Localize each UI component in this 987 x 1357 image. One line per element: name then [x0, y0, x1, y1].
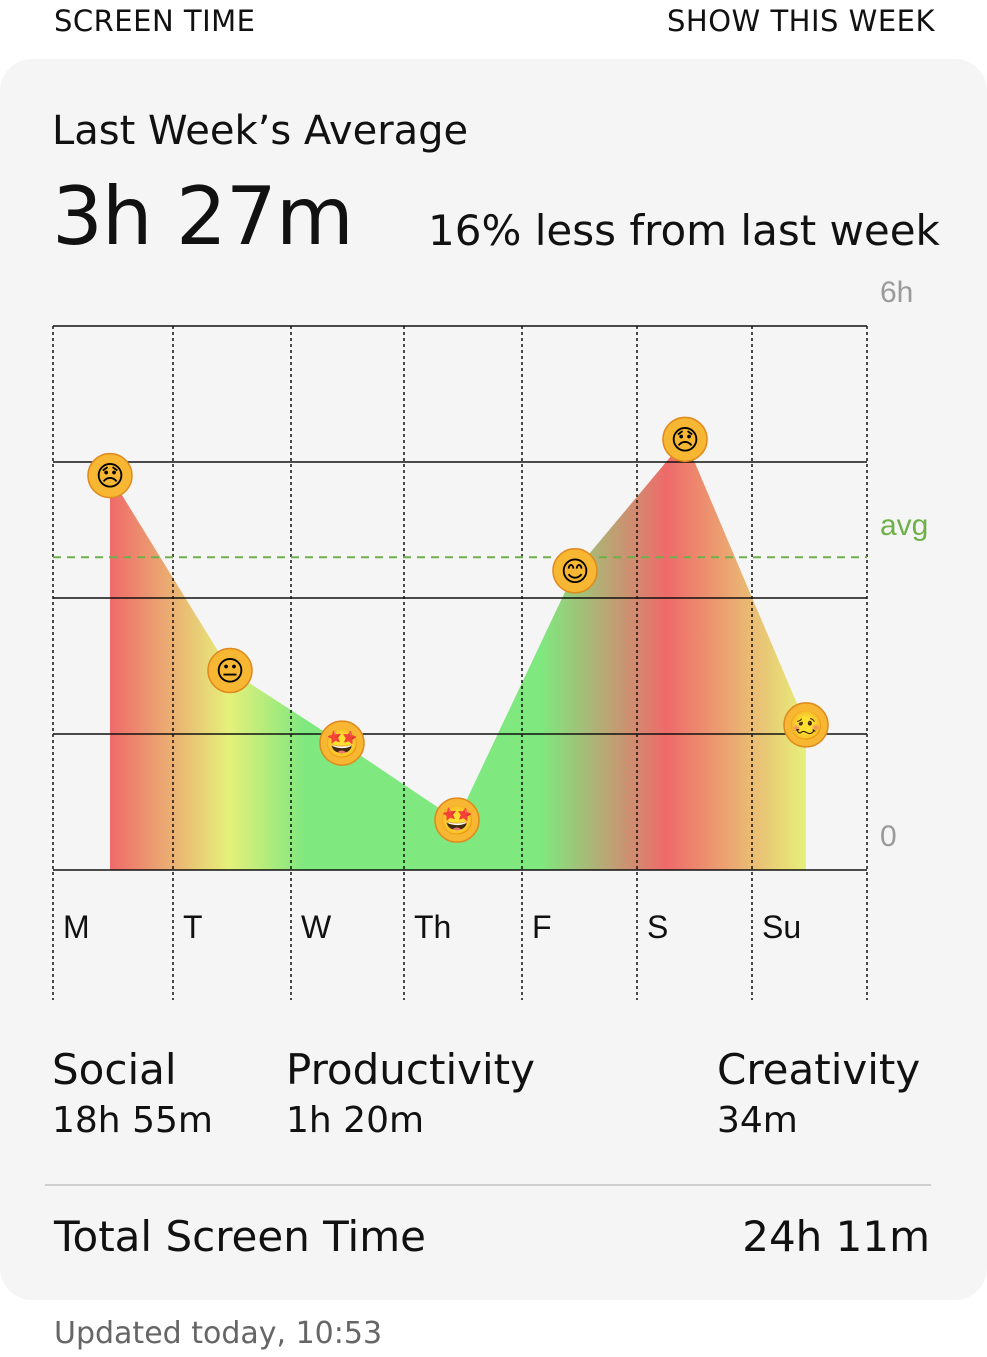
mood-emoji-icon: 🤩 [440, 804, 475, 837]
mood-emoji-icon: 😐 [215, 655, 244, 688]
category-name: Productivity [286, 1045, 535, 1094]
x-tick-label: Th [414, 909, 451, 945]
category-social: Social 18h 55m [52, 1045, 213, 1141]
mood-face [783, 702, 829, 748]
mood-emoji-icon: 😊 [560, 555, 589, 588]
mood-emoji-icon: 😞 [670, 423, 699, 456]
x-tick-label: M [63, 909, 90, 945]
mood-marker: 😞 [662, 416, 708, 463]
top-bar: SCREEN TIME SHOW THIS WEEK [0, 0, 987, 48]
total-value: 24h 11m [742, 1212, 930, 1261]
x-tick-label: T [183, 909, 203, 945]
mood-face [662, 416, 708, 463]
category-productivity: Productivity 1h 20m [286, 1045, 535, 1141]
x-tick-label: W [301, 909, 332, 945]
show-this-week-button[interactable]: SHOW THIS WEEK [667, 4, 935, 38]
category-time: 1h 20m [286, 1100, 425, 1141]
mood-marker: 😊 [552, 548, 598, 594]
divider [45, 1184, 931, 1186]
category-name: Social [52, 1045, 177, 1094]
mood-emoji-icon: 🥴 [789, 709, 824, 742]
category-creativity: Creativity 34m [717, 1045, 920, 1141]
mood-face [434, 797, 480, 843]
mood-face [319, 720, 365, 766]
x-tick-label: F [532, 909, 552, 945]
mood-marker: 🤩 [319, 720, 365, 766]
mood-face [207, 647, 253, 694]
mood-face [87, 452, 133, 499]
updated-timestamp: Updated today, 10:53 [54, 1316, 383, 1351]
mood-emoji-icon: 😞 [95, 460, 124, 493]
mood-face [552, 548, 598, 594]
mood-emoji-icon: 🤩 [325, 727, 360, 760]
screen-time-chart: avg 6h 0 M T W Th F S Su 😞 😐 🤩 🤩 😊 😞 🥴 [0, 270, 987, 1010]
average-label: avg [880, 509, 928, 542]
average-label: Last Week’s Average [52, 108, 469, 154]
category-time: 18h 55m [52, 1100, 213, 1141]
screen-time-area [110, 439, 806, 870]
total-label: Total Screen Time [54, 1212, 426, 1261]
category-time: 34m [717, 1100, 798, 1141]
mood-marker: 😞 [87, 452, 133, 499]
y-tick-label-zero: 0 [880, 820, 897, 853]
mood-marker: 🤩 [434, 797, 480, 843]
mood-marker: 😐 [207, 647, 253, 694]
x-tick-label: S [647, 909, 668, 945]
x-tick-label: Su [762, 909, 801, 945]
screen-title: SCREEN TIME [54, 4, 256, 38]
average-value: 3h 27m [52, 170, 354, 263]
category-breakdown: Social 18h 55m Productivity 1h 20m Creat… [0, 1045, 987, 1155]
category-name: Creativity [717, 1045, 921, 1094]
y-tick-label-max: 6h [880, 276, 913, 309]
chart-svg: avg 6h 0 M T W Th F S Su 😞 😐 🤩 🤩 😊 😞 🥴 [52, 276, 928, 1000]
average-change: 16% less from last week [428, 206, 940, 255]
mood-marker: 🥴 [783, 702, 829, 748]
